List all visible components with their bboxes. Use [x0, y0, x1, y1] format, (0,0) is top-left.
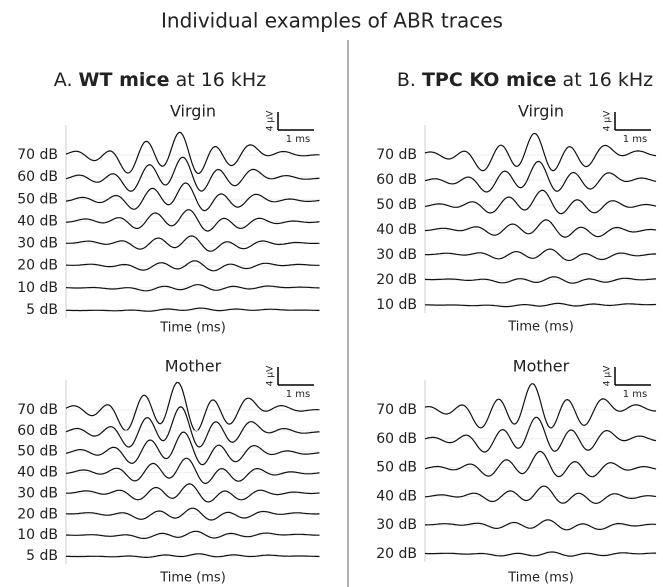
- abr-trace: [65, 260, 320, 272]
- scale-label-y: 4 μV: [266, 365, 276, 386]
- abr-trace: [65, 307, 320, 312]
- abr-trace: [66, 553, 320, 558]
- level-label: 40 dB: [17, 465, 58, 481]
- abr-trace: [424, 189, 657, 215]
- subplot-title: Virgin: [518, 102, 564, 121]
- subplot-title: Virgin: [170, 102, 216, 121]
- level-label: 20 dB: [376, 546, 417, 562]
- level-label: 5 dB: [26, 302, 58, 318]
- level-label: 70 dB: [376, 402, 417, 418]
- abr-trace: [424, 276, 656, 284]
- panel-label: A.: [54, 69, 73, 91]
- level-label: 70 dB: [376, 147, 417, 163]
- scale-label-x: 1 ms: [623, 389, 648, 400]
- level-label: 10 dB: [376, 297, 417, 313]
- level-label: 20 dB: [17, 258, 58, 274]
- abr-trace: [66, 284, 320, 292]
- abr-trace: [65, 209, 320, 232]
- level-label: 70 dB: [17, 402, 58, 418]
- level-label: 30 dB: [17, 236, 58, 252]
- abr-trace: [424, 485, 657, 505]
- level-label: 60 dB: [376, 172, 417, 188]
- panel-group: WT mice: [79, 69, 170, 91]
- level-label: 30 dB: [376, 517, 417, 533]
- abr-trace: [425, 248, 657, 262]
- x-axis-label: Time (ms): [159, 571, 226, 586]
- abr-trace: [425, 551, 656, 557]
- abr-trace: [65, 431, 320, 466]
- abr-trace: [424, 219, 657, 238]
- panel-title: B. TPC KO mice at 16 kHz: [397, 69, 653, 91]
- level-label: 70 dB: [17, 147, 58, 163]
- x-axis-label: Time (ms): [159, 321, 226, 336]
- level-label: 60 dB: [17, 169, 58, 185]
- level-label: 20 dB: [17, 506, 58, 522]
- abr-trace: [65, 457, 320, 485]
- abr-trace: [424, 416, 657, 453]
- scale-label-x: 1 ms: [286, 134, 311, 145]
- abr-trace: [65, 182, 320, 212]
- abr-trace: [65, 381, 320, 432]
- scale-label-x: 1 ms: [286, 389, 311, 400]
- abr-trace: [65, 235, 320, 252]
- level-label: 40 dB: [376, 488, 417, 504]
- scale-label-y: 4 μV: [603, 365, 613, 386]
- abr-trace: [424, 160, 657, 193]
- level-label: 20 dB: [376, 272, 417, 288]
- abr-trace: [424, 302, 656, 308]
- panel-frequency: at 16 kHz: [563, 69, 654, 91]
- panel-title: A. WT mice at 16 kHz: [54, 69, 266, 91]
- panel-group: TPC KO mice: [422, 69, 557, 91]
- abr-trace: [424, 450, 657, 478]
- level-label: 10 dB: [17, 280, 58, 296]
- level-label: 50 dB: [17, 444, 58, 460]
- panel-frequency: at 16 kHz: [176, 69, 267, 91]
- level-label: 60 dB: [17, 423, 58, 439]
- level-label: 30 dB: [17, 485, 58, 501]
- level-label: 50 dB: [376, 197, 417, 213]
- abr-trace: [424, 132, 657, 172]
- abr-trace: [66, 483, 320, 503]
- level-label: 50 dB: [376, 460, 417, 476]
- panel-label: B.: [397, 69, 416, 91]
- level-label: 10 dB: [17, 527, 58, 543]
- level-label: 50 dB: [17, 191, 58, 207]
- level-label: 40 dB: [376, 222, 417, 238]
- level-label: 30 dB: [376, 247, 417, 263]
- subplot-title: Mother: [513, 357, 570, 376]
- abr-trace: [66, 507, 320, 521]
- level-label: 5 dB: [26, 548, 58, 564]
- abr-trace: [424, 383, 656, 429]
- abr-trace: [425, 519, 656, 531]
- level-label: 60 dB: [376, 431, 417, 447]
- abr-trace: [65, 530, 320, 539]
- abr-trace: [65, 131, 320, 175]
- subplot-title: Mother: [165, 357, 222, 376]
- abr-trace: [65, 156, 320, 192]
- x-axis-label: Time (ms): [507, 571, 574, 586]
- level-label: 40 dB: [17, 213, 58, 229]
- scale-label-x: 1 ms: [623, 134, 648, 145]
- abr-trace: [65, 406, 320, 448]
- scale-label-y: 4 μV: [266, 110, 276, 131]
- x-axis-label: Time (ms): [507, 320, 574, 335]
- scale-label-y: 4 μV: [603, 110, 613, 131]
- figure-title: Individual examples of ABR traces: [161, 9, 503, 33]
